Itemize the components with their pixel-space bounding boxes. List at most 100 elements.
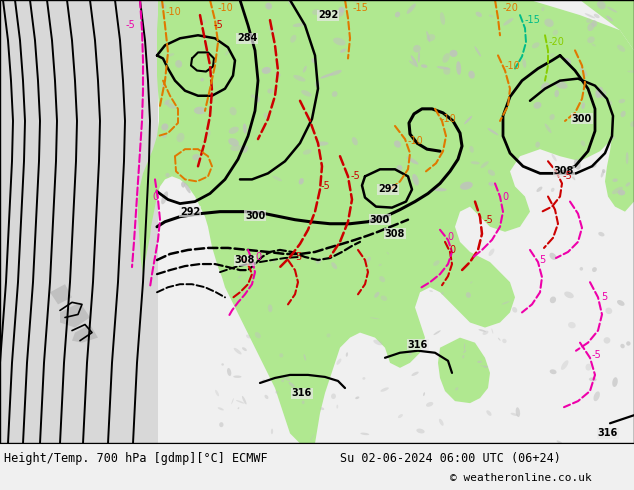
Ellipse shape (426, 402, 433, 407)
Ellipse shape (602, 169, 605, 173)
Polygon shape (50, 284, 72, 304)
Ellipse shape (498, 338, 501, 341)
Ellipse shape (230, 145, 242, 151)
Ellipse shape (626, 341, 631, 346)
Ellipse shape (568, 322, 576, 328)
Ellipse shape (592, 44, 596, 47)
Ellipse shape (411, 371, 418, 376)
Text: 0: 0 (449, 245, 455, 255)
Text: -5: -5 (350, 172, 360, 181)
Ellipse shape (316, 142, 328, 146)
Ellipse shape (166, 103, 176, 109)
Ellipse shape (340, 49, 346, 53)
Text: -20: -20 (548, 37, 564, 48)
Ellipse shape (565, 58, 567, 62)
Text: © weatheronline.co.uk: © weatheronline.co.uk (450, 473, 592, 483)
Ellipse shape (587, 23, 595, 31)
Ellipse shape (469, 146, 474, 153)
Ellipse shape (557, 441, 562, 444)
Ellipse shape (423, 392, 425, 396)
Ellipse shape (269, 25, 275, 34)
Ellipse shape (406, 3, 416, 14)
Ellipse shape (630, 121, 634, 127)
Ellipse shape (160, 2, 166, 9)
Ellipse shape (161, 191, 168, 204)
Ellipse shape (387, 252, 389, 254)
Ellipse shape (545, 123, 552, 133)
Ellipse shape (535, 142, 540, 147)
Ellipse shape (421, 64, 427, 68)
Ellipse shape (243, 123, 247, 134)
Text: 308: 308 (235, 255, 256, 265)
Text: 300: 300 (245, 211, 265, 220)
Ellipse shape (221, 363, 224, 366)
Text: Height/Temp. 700 hPa [gdmp][°C] ECMWF: Height/Temp. 700 hPa [gdmp][°C] ECMWF (4, 452, 268, 465)
Ellipse shape (607, 100, 612, 106)
Ellipse shape (484, 366, 488, 368)
Ellipse shape (242, 396, 247, 404)
Ellipse shape (550, 114, 555, 120)
Ellipse shape (460, 182, 473, 190)
Ellipse shape (433, 188, 447, 192)
Ellipse shape (380, 295, 387, 301)
Ellipse shape (418, 51, 420, 63)
Ellipse shape (456, 61, 461, 75)
Ellipse shape (176, 133, 184, 142)
Ellipse shape (612, 187, 623, 194)
Ellipse shape (564, 58, 571, 65)
Ellipse shape (621, 111, 626, 117)
Ellipse shape (374, 292, 379, 298)
Ellipse shape (503, 192, 508, 195)
Ellipse shape (332, 91, 337, 97)
Ellipse shape (283, 376, 290, 381)
Ellipse shape (247, 258, 254, 263)
Ellipse shape (437, 66, 450, 70)
Polygon shape (138, 0, 634, 443)
Ellipse shape (486, 410, 491, 416)
Ellipse shape (320, 407, 324, 410)
Ellipse shape (579, 267, 583, 270)
Ellipse shape (236, 400, 245, 404)
Ellipse shape (398, 414, 403, 418)
Ellipse shape (476, 12, 482, 17)
Ellipse shape (479, 329, 486, 332)
Ellipse shape (327, 333, 330, 338)
Ellipse shape (489, 15, 493, 17)
Ellipse shape (161, 123, 169, 130)
Ellipse shape (360, 433, 369, 435)
Ellipse shape (532, 42, 540, 49)
Text: 292: 292 (180, 207, 200, 217)
Ellipse shape (301, 90, 311, 97)
Ellipse shape (181, 182, 185, 188)
Ellipse shape (545, 19, 553, 27)
Ellipse shape (488, 182, 495, 186)
Ellipse shape (293, 23, 304, 27)
Ellipse shape (169, 53, 174, 56)
Ellipse shape (202, 20, 206, 23)
Ellipse shape (611, 136, 615, 140)
Ellipse shape (592, 20, 597, 27)
Ellipse shape (184, 183, 191, 193)
Ellipse shape (469, 71, 475, 79)
Ellipse shape (555, 90, 559, 97)
Ellipse shape (246, 335, 250, 339)
Ellipse shape (288, 0, 292, 5)
Text: -5: -5 (125, 20, 135, 30)
Ellipse shape (352, 137, 358, 146)
Ellipse shape (541, 82, 550, 90)
Ellipse shape (470, 281, 472, 284)
Ellipse shape (333, 38, 346, 46)
Text: 316: 316 (292, 388, 312, 398)
Ellipse shape (396, 165, 403, 171)
Ellipse shape (271, 429, 273, 434)
Ellipse shape (331, 262, 337, 269)
Text: -10: -10 (407, 136, 423, 146)
Ellipse shape (585, 13, 595, 18)
Ellipse shape (617, 300, 624, 306)
Ellipse shape (311, 58, 316, 63)
Ellipse shape (366, 257, 371, 263)
Ellipse shape (275, 72, 281, 78)
Ellipse shape (288, 382, 295, 388)
Ellipse shape (275, 391, 278, 393)
Polygon shape (60, 302, 90, 327)
